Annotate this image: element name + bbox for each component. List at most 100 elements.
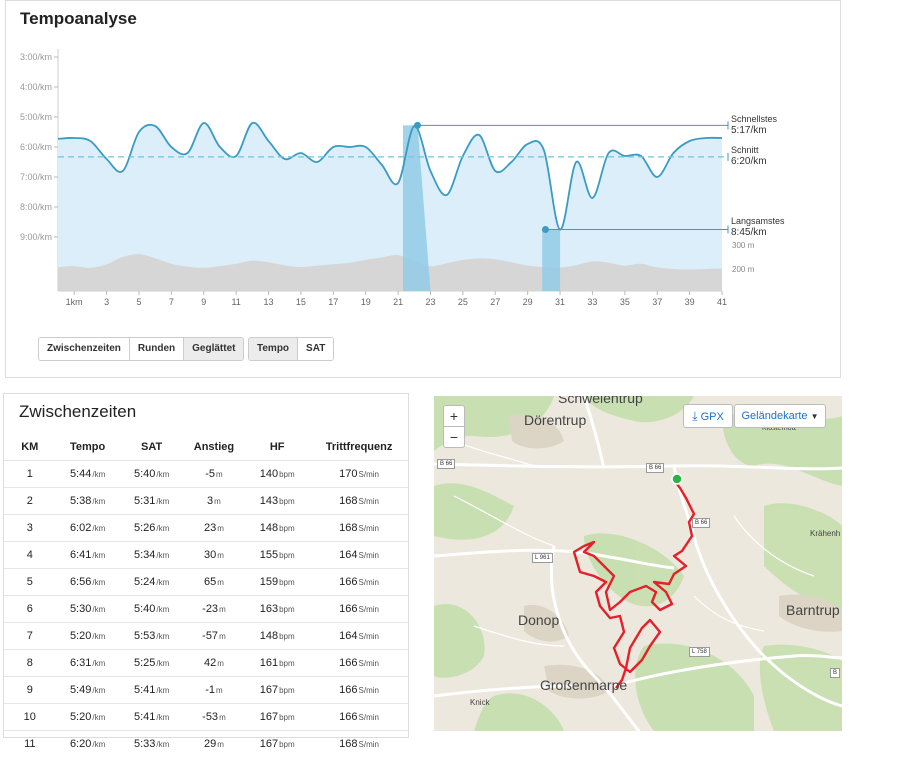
fastest-marker — [414, 122, 421, 129]
value: 167 — [260, 738, 278, 750]
cell-trittfrequenz: 166S/min — [310, 650, 408, 677]
start-marker[interactable] — [672, 474, 682, 484]
cell-hf: 148bpm — [244, 515, 310, 542]
unit: /km — [92, 578, 105, 587]
cell-sat: 5:40/km — [120, 596, 184, 623]
value: 164 — [339, 630, 357, 642]
x-tick-label: 33 — [587, 297, 597, 307]
unit: bpm — [279, 605, 295, 614]
value: 5:20 — [70, 630, 91, 642]
unit: S/min — [359, 578, 379, 587]
col-trittfrequenz: Trittfrequenz — [310, 434, 408, 461]
cell-anstieg: 30m — [184, 542, 245, 569]
cell-tempo: 5:49/km — [56, 677, 120, 704]
geglaettet-button[interactable]: Geglättet — [184, 338, 243, 360]
cell-sat: 5:33/km — [120, 731, 184, 757]
value: 5:30 — [70, 603, 91, 615]
x-tick-label: 17 — [328, 297, 338, 307]
unit: m — [217, 740, 224, 749]
x-tick-label: 29 — [523, 297, 533, 307]
cell-trittfrequenz: 166S/min — [310, 569, 408, 596]
unit: m — [214, 497, 221, 506]
cell-hf: 167bpm — [244, 731, 310, 757]
value: -5 — [205, 468, 215, 480]
unit: /km — [92, 605, 105, 614]
cell-sat: 5:24/km — [120, 569, 184, 596]
cell-trittfrequenz: 170S/min — [310, 461, 408, 488]
value: 161 — [260, 657, 278, 669]
fastest-label: Schnellstes — [731, 114, 778, 124]
cell-sat: 5:40/km — [120, 461, 184, 488]
value: 7 — [27, 630, 33, 642]
sat-button[interactable]: SAT — [298, 338, 333, 360]
value: 148 — [260, 522, 278, 534]
cell-anstieg: 42m — [184, 650, 245, 677]
unit: m — [217, 578, 224, 587]
cell-km: 3 — [4, 515, 56, 542]
value: 5:26 — [134, 522, 155, 534]
value: 6:20 — [70, 738, 91, 750]
value: 163 — [260, 603, 278, 615]
value: 166 — [339, 684, 357, 696]
x-tick-label: 31 — [555, 297, 565, 307]
value: 170 — [339, 468, 357, 480]
gpx-download-button[interactable]: ⤓ GPX — [683, 404, 733, 428]
place-barntrup: Barntrup — [786, 602, 840, 618]
cell-anstieg: -1m — [184, 677, 245, 704]
download-icon: ⤓ — [692, 409, 697, 423]
y-tick-label: 3:00/km — [20, 52, 52, 62]
value: 164 — [339, 549, 357, 561]
cell-tempo: 5:20/km — [56, 623, 120, 650]
col-anstieg: Anstieg — [184, 434, 245, 461]
x-tick-label: 1km — [66, 297, 83, 307]
unit: m — [217, 551, 224, 560]
cell-km: 7 — [4, 623, 56, 650]
zoom-in-button[interactable]: + — [443, 405, 465, 427]
unit: bpm — [279, 686, 295, 695]
cell-tempo: 6:20/km — [56, 731, 120, 757]
x-tick-label: 5 — [136, 297, 141, 307]
unit: /km — [156, 497, 169, 506]
cell-tempo: 6:31/km — [56, 650, 120, 677]
cell-anstieg: -23m — [184, 596, 245, 623]
value: 5:34 — [134, 549, 155, 561]
unit: /km — [156, 632, 169, 641]
value: 5:38 — [70, 495, 91, 507]
route-map[interactable]: Schwelentrup Dörentrup Donop Barntrup Gr… — [434, 396, 842, 731]
cell-sat: 5:31/km — [120, 488, 184, 515]
pace-chart[interactable]: 3:00/km4:00/km5:00/km6:00/km7:00/km8:00/… — [6, 1, 842, 321]
value: 143 — [260, 495, 278, 507]
zoom-out-button[interactable]: − — [443, 426, 465, 448]
place-schwelentrup: Schwelentrup — [558, 396, 643, 406]
cell-hf: 140bpm — [244, 461, 310, 488]
value: 9 — [27, 684, 33, 696]
value: -1 — [205, 684, 215, 696]
x-tick-label: 27 — [490, 297, 500, 307]
unit: /km — [156, 578, 169, 587]
y-tick-label: 7:00/km — [20, 172, 52, 182]
road-label-b66-south: B 66 — [692, 518, 710, 528]
value: 5:40 — [134, 468, 155, 480]
value: 166 — [339, 603, 357, 615]
cell-tempo: 5:38/km — [56, 488, 120, 515]
cell-anstieg: 65m — [184, 569, 245, 596]
value: 65 — [204, 576, 216, 588]
runden-button[interactable]: Runden — [130, 338, 184, 360]
value: -23 — [202, 603, 218, 615]
cell-hf: 155bpm — [244, 542, 310, 569]
x-tick-label: 35 — [620, 297, 630, 307]
value: 5:25 — [134, 657, 155, 669]
map-layer-dropdown[interactable]: Geländekarte ▼ — [734, 404, 826, 428]
road-label-b66-west: B 66 — [437, 459, 455, 469]
tempo-button[interactable]: Tempo — [249, 338, 298, 360]
value: 5:31 — [134, 495, 155, 507]
value: 5:53 — [134, 630, 155, 642]
splits-title: Zwischenzeiten — [19, 402, 136, 422]
unit: m — [217, 524, 224, 533]
zwischenzeiten-button[interactable]: Zwischenzeiten — [39, 338, 130, 360]
value: 5:33 — [134, 738, 155, 750]
